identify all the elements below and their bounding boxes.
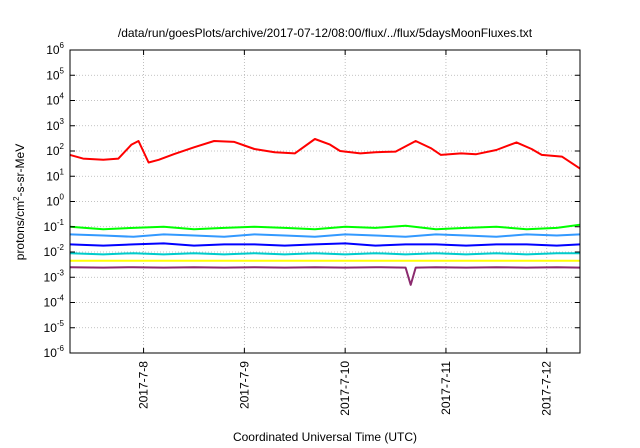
y-tick-base: 10 <box>44 270 58 284</box>
y-axis-label: protons/cm2-s-sr-MeV <box>12 144 27 260</box>
y-tick-base: 10 <box>46 195 60 209</box>
data-series <box>69 138 581 286</box>
y-tick-label: 103 <box>46 117 64 133</box>
y-axis-label-sup: 2 <box>12 196 21 201</box>
x-tick-label: 2017-7-12 <box>540 361 554 416</box>
y-tick-exp: 2 <box>60 142 65 151</box>
y-tick-base: 10 <box>46 144 60 158</box>
y-tick-label: 10-3 <box>44 268 65 284</box>
y-axis-label-pre: protons/cm <box>13 201 27 260</box>
grid-lines <box>70 50 580 353</box>
y-axis-ticks: 10-610-510-410-310-210-11001011021031041… <box>44 41 580 360</box>
series-line-2 <box>69 233 581 238</box>
x-axis-label: Coordinated Universal Time (UTC) <box>233 430 417 444</box>
x-tick-label: 2017-7-8 <box>137 361 151 409</box>
y-tick-exp: -5 <box>57 319 65 328</box>
series-line-3 <box>69 242 581 247</box>
x-tick-label: 2017-7-10 <box>338 361 352 416</box>
y-tick-exp: -3 <box>57 268 65 277</box>
y-tick-base: 10 <box>44 220 58 234</box>
y-tick-exp: 4 <box>60 92 65 101</box>
y-tick-exp: -1 <box>57 218 65 227</box>
y-tick-label: 10-5 <box>44 319 65 335</box>
y-tick-label: 105 <box>46 66 64 82</box>
y-tick-exp: -4 <box>57 294 65 303</box>
y-tick-label: 10-1 <box>44 218 65 234</box>
y-tick-label: 10-6 <box>44 344 65 360</box>
y-tick-base: 10 <box>44 346 58 360</box>
y-tick-label: 104 <box>46 92 64 108</box>
series-line-1 <box>69 223 581 231</box>
y-tick-exp: 0 <box>60 193 65 202</box>
y-tick-exp: 3 <box>60 117 65 126</box>
y-tick-label: 101 <box>46 167 64 183</box>
y-tick-base: 10 <box>44 296 58 310</box>
x-tick-label: 2017-7-9 <box>237 361 251 409</box>
y-tick-exp: -2 <box>57 243 65 252</box>
y-tick-base: 10 <box>44 321 58 335</box>
series-line-4 <box>69 252 580 256</box>
y-tick-label: 10-2 <box>44 243 65 259</box>
y-tick-label: 102 <box>46 142 64 158</box>
y-tick-base: 10 <box>46 68 60 82</box>
series-line-0 <box>69 138 581 170</box>
y-tick-label: 106 <box>46 41 64 57</box>
y-tick-base: 10 <box>46 43 60 57</box>
y-tick-exp: -6 <box>57 344 65 353</box>
y-tick-exp: 1 <box>60 167 65 176</box>
y-tick-base: 10 <box>46 94 60 108</box>
y-tick-label: 100 <box>46 193 64 209</box>
x-tick-label: 2017-7-11 <box>439 361 453 415</box>
y-axis-label-post: -s-sr-MeV <box>13 144 27 197</box>
x-axis-ticks: 2017-7-8 2017-7-9 2017-7-10 2017-7-11 2017-7… <box>137 50 554 416</box>
y-tick-base: 10 <box>46 169 60 183</box>
y-tick-exp: 5 <box>60 66 65 75</box>
y-tick-label: 10-4 <box>44 294 65 310</box>
series-line-6 <box>69 266 581 286</box>
y-tick-base: 10 <box>46 119 60 133</box>
chart-title: /data/run/goesPlots/archive/2017-07-12/0… <box>118 26 533 40</box>
y-tick-exp: 6 <box>60 41 65 50</box>
y-tick-base: 10 <box>44 245 58 259</box>
